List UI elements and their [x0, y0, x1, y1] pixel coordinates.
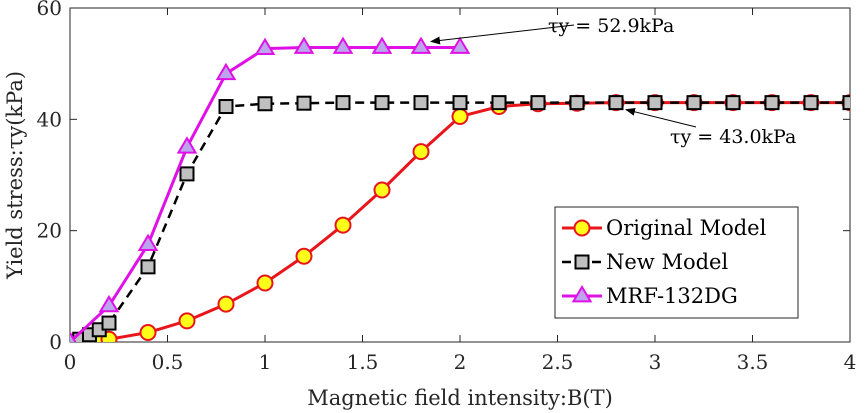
data-point	[70, 331, 77, 342]
series-mrf-132dg	[70, 36, 471, 342]
y-axis-label: Yield stress:τy(kPa)	[3, 71, 27, 280]
y-tick-label: 0	[49, 330, 62, 354]
data-point	[176, 136, 198, 154]
y-tick-label: 20	[37, 219, 62, 243]
x-tick-label: 0	[64, 350, 77, 374]
x-tick-label: 1.5	[347, 350, 379, 374]
data-point	[179, 166, 195, 182]
data-point	[254, 37, 276, 56]
data-point	[569, 95, 585, 111]
legend-label: New Model	[606, 250, 728, 274]
data-point	[725, 95, 741, 111]
legend-marker	[574, 254, 590, 270]
x-tick-label: 3.5	[737, 350, 769, 374]
series-new-model	[70, 95, 850, 342]
annotation-label: τy = 43.0kPa	[670, 126, 796, 148]
data-point	[140, 259, 156, 275]
data-point	[647, 95, 663, 111]
data-point	[218, 99, 234, 115]
data-point	[215, 62, 237, 81]
data-point	[608, 95, 624, 111]
legend: Original Model New Model MRF-132DG	[554, 206, 799, 319]
annotations-layer: τy = 52.9kPa τy = 43.0kPa	[430, 15, 796, 148]
data-point	[412, 143, 430, 161]
data-point	[98, 294, 120, 313]
data-point	[373, 181, 391, 199]
legend-entry: Original Model	[562, 216, 767, 240]
data-point	[530, 95, 546, 111]
legend-entry: MRF-132DG	[562, 284, 738, 308]
data-point	[449, 36, 471, 54]
data-point	[451, 108, 469, 126]
data-point	[257, 96, 273, 112]
data-point	[295, 247, 313, 265]
data-point	[139, 324, 157, 342]
annotation-label: τy = 52.9kPa	[548, 15, 674, 37]
data-point	[491, 95, 507, 111]
y-tick-label: 60	[37, 0, 62, 20]
data-point	[452, 95, 468, 111]
legend-marker	[573, 219, 591, 237]
data-point	[296, 95, 312, 111]
legend-entry: New Model	[562, 250, 728, 274]
annotation-arrow	[625, 107, 697, 128]
data-point	[410, 36, 432, 54]
data-point	[293, 36, 315, 54]
x-tick-label: 2.5	[542, 350, 574, 374]
x-axis-label: Magnetic field intensity:B(T)	[307, 386, 613, 410]
annotation-arrow	[430, 24, 575, 45]
y-tick-label: 40	[37, 107, 62, 131]
data-point	[217, 295, 235, 313]
data-point	[137, 233, 159, 251]
legend-label: MRF-132DG	[606, 284, 738, 308]
data-point	[335, 95, 351, 111]
x-tick-label: 0.5	[152, 350, 184, 374]
x-tick-label: 1	[259, 350, 272, 374]
data-point	[332, 36, 354, 54]
data-point	[256, 274, 274, 292]
data-point	[413, 95, 429, 111]
x-tick-label: 3	[649, 350, 662, 374]
data-point	[371, 36, 393, 54]
data-point	[803, 95, 819, 111]
data-point	[842, 95, 850, 111]
data-point	[374, 95, 390, 111]
data-point	[101, 315, 117, 331]
data-point	[686, 95, 702, 111]
data-point	[764, 95, 780, 111]
data-point	[178, 312, 196, 330]
legend-label: Original Model	[606, 216, 767, 240]
data-point	[334, 216, 352, 234]
x-tick-label: 2	[454, 350, 467, 374]
series-layer	[70, 36, 850, 342]
legend-marker	[571, 285, 593, 303]
x-tick-label: 4	[844, 350, 857, 374]
